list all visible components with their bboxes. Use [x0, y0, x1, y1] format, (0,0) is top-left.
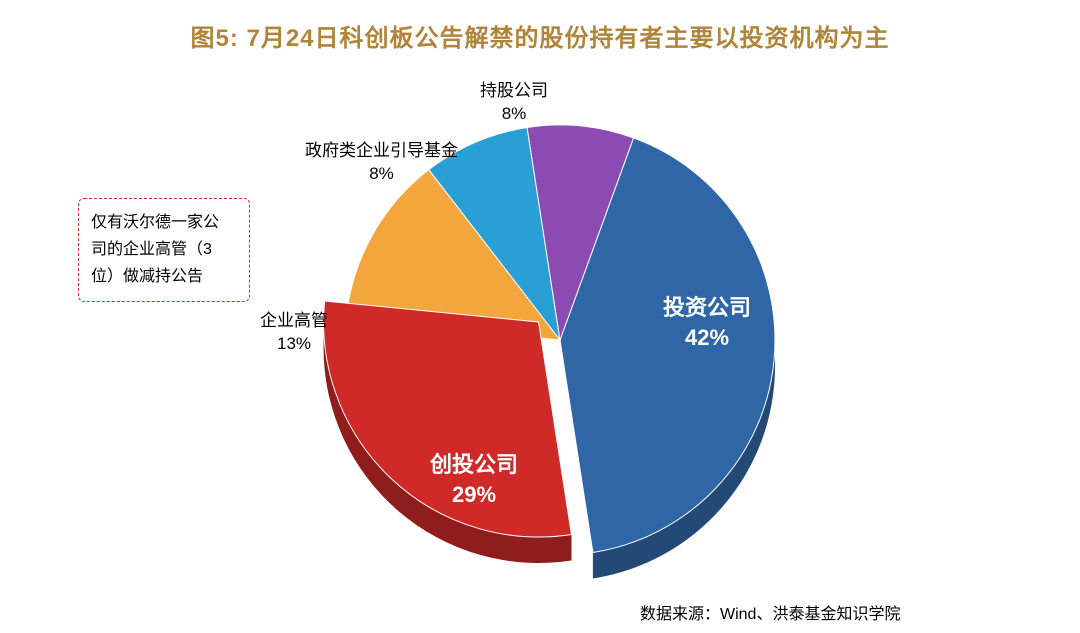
outer-label-executives: 企业高管 13%: [260, 310, 328, 356]
outer-label-pct: 8%: [305, 163, 458, 186]
slice-pct: 29%: [430, 480, 518, 510]
slice-name: 投资公司: [663, 293, 751, 323]
outer-label-pct: 13%: [260, 333, 328, 356]
outer-label-gov-fund: 政府类企业引导基金 8%: [305, 140, 458, 186]
outer-label-pct: 8%: [480, 103, 548, 126]
slice-label-investment-co: 投资公司 42%: [663, 293, 751, 352]
outer-label-name: 企业高管: [260, 310, 328, 333]
outer-label-name: 持股公司: [480, 80, 548, 103]
outer-label-holding-co: 持股公司 8%: [480, 80, 548, 126]
slice-name: 创投公司: [430, 450, 518, 480]
data-source: 数据来源：Wind、洪泰基金知识学院: [640, 600, 900, 624]
outer-label-name: 政府类企业引导基金: [305, 140, 458, 163]
slice-pct: 42%: [663, 323, 751, 353]
chart-stage: { "title": { "text": "图5: 7月24日科创板公告解禁的股…: [0, 0, 1080, 633]
slice-label-vc-co: 创投公司 29%: [430, 450, 518, 509]
